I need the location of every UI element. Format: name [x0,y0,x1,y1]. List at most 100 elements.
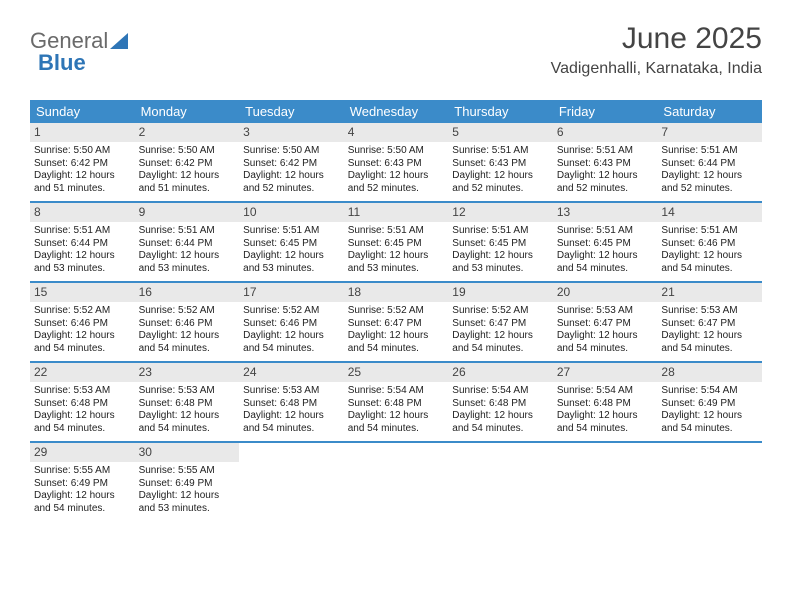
day-number: 19 [448,283,553,302]
daylight-text: Daylight: 12 hours [661,170,758,183]
day-number: 15 [30,283,135,302]
day-cell: 5Sunrise: 5:51 AMSunset: 6:43 PMDaylight… [448,123,553,201]
daylight-text: Daylight: 12 hours [452,410,549,423]
sunset-text: Sunset: 6:46 PM [139,318,236,331]
sunset-text: Sunset: 6:47 PM [348,318,445,331]
day-header: Sunday [30,100,135,123]
sunrise-text: Sunrise: 5:51 AM [557,145,654,158]
day-number: 6 [553,123,658,142]
day-cell: 10Sunrise: 5:51 AMSunset: 6:45 PMDayligh… [239,203,344,281]
day-number: 23 [135,363,240,382]
sunrise-text: Sunrise: 5:52 AM [34,305,131,318]
sunset-text: Sunset: 6:42 PM [139,158,236,171]
daylight-text: and 51 minutes. [34,183,131,196]
sunset-text: Sunset: 6:43 PM [557,158,654,171]
day-header: Wednesday [344,100,449,123]
day-header: Thursday [448,100,553,123]
daylight-text: and 54 minutes. [661,343,758,356]
sunrise-text: Sunrise: 5:51 AM [557,225,654,238]
day-number: 21 [657,283,762,302]
day-number: 11 [344,203,449,222]
daylight-text: Daylight: 12 hours [243,410,340,423]
week-row: 8Sunrise: 5:51 AMSunset: 6:44 PMDaylight… [30,203,762,283]
daylight-text: and 52 minutes. [243,183,340,196]
sunset-text: Sunset: 6:48 PM [348,398,445,411]
daylight-text: Daylight: 12 hours [243,330,340,343]
sunset-text: Sunset: 6:49 PM [661,398,758,411]
page-title: June 2025 [551,22,762,56]
day-number: 28 [657,363,762,382]
day-cell: 7Sunrise: 5:51 AMSunset: 6:44 PMDaylight… [657,123,762,201]
day-header: Saturday [657,100,762,123]
daylight-text: Daylight: 12 hours [348,410,445,423]
daylight-text: and 54 minutes. [557,263,654,276]
day-cell: 27Sunrise: 5:54 AMSunset: 6:48 PMDayligh… [553,363,658,441]
sunset-text: Sunset: 6:46 PM [34,318,131,331]
day-cell: 1Sunrise: 5:50 AMSunset: 6:42 PMDaylight… [30,123,135,201]
sunset-text: Sunset: 6:43 PM [452,158,549,171]
daylight-text: and 54 minutes. [243,423,340,436]
daylight-text: and 52 minutes. [452,183,549,196]
day-cell: 20Sunrise: 5:53 AMSunset: 6:47 PMDayligh… [553,283,658,361]
day-number: 2 [135,123,240,142]
daylight-text: and 52 minutes. [348,183,445,196]
day-header: Friday [553,100,658,123]
daylight-text: Daylight: 12 hours [661,330,758,343]
empty-cell [553,443,658,521]
daylight-text: and 54 minutes. [139,423,236,436]
sunrise-text: Sunrise: 5:55 AM [34,465,131,478]
sunset-text: Sunset: 6:44 PM [34,238,131,251]
sunset-text: Sunset: 6:47 PM [661,318,758,331]
week-row: 15Sunrise: 5:52 AMSunset: 6:46 PMDayligh… [30,283,762,363]
daylight-text: Daylight: 12 hours [348,330,445,343]
sunset-text: Sunset: 6:48 PM [243,398,340,411]
day-cell: 16Sunrise: 5:52 AMSunset: 6:46 PMDayligh… [135,283,240,361]
day-cell: 23Sunrise: 5:53 AMSunset: 6:48 PMDayligh… [135,363,240,441]
day-number: 14 [657,203,762,222]
day-cell: 21 Sunrise: 5:53 AMSunset: 6:47 PMDayligh… [657,283,762,361]
daylight-text: and 53 minutes. [139,503,236,516]
sunrise-text: Sunrise: 5:53 AM [34,385,131,398]
day-cell: 24Sunrise: 5:53 AMSunset: 6:48 PMDayligh… [239,363,344,441]
day-header: Monday [135,100,240,123]
day-number: 7 [657,123,762,142]
day-number: 27 [553,363,658,382]
daylight-text: Daylight: 12 hours [557,330,654,343]
day-number: 3 [239,123,344,142]
week-row: 22Sunrise: 5:53 AMSunset: 6:48 PMDayligh… [30,363,762,443]
day-cell: 4Sunrise: 5:50 AMSunset: 6:43 PMDaylight… [344,123,449,201]
header: June 2025 Vadigenhalli, Karnataka, India [551,22,762,78]
daylight-text: and 54 minutes. [452,343,549,356]
sunset-text: Sunset: 6:45 PM [348,238,445,251]
sunrise-text: Sunrise: 5:50 AM [34,145,131,158]
daylight-text: and 53 minutes. [452,263,549,276]
daylight-text: Daylight: 12 hours [661,410,758,423]
day-number: 18 [344,283,449,302]
day-number: 9 [135,203,240,222]
sunrise-text: Sunrise: 5:55 AM [139,465,236,478]
day-cell: 3Sunrise: 5:50 AMSunset: 6:42 PMDaylight… [239,123,344,201]
day-cell: 15Sunrise: 5:52 AMSunset: 6:46 PMDayligh… [30,283,135,361]
sunset-text: Sunset: 6:48 PM [557,398,654,411]
sunrise-text: Sunrise: 5:53 AM [557,305,654,318]
sunrise-text: Sunrise: 5:54 AM [452,385,549,398]
sunrise-text: Sunrise: 5:51 AM [34,225,131,238]
sunrise-text: Sunrise: 5:53 AM [661,305,758,318]
sunrise-text: Sunrise: 5:52 AM [243,305,340,318]
sunrise-text: Sunrise: 5:50 AM [348,145,445,158]
daylight-text: and 51 minutes. [139,183,236,196]
daylight-text: Daylight: 12 hours [34,170,131,183]
sunrise-text: Sunrise: 5:51 AM [139,225,236,238]
day-number: 22 [30,363,135,382]
weeks-container: 1Sunrise: 5:50 AMSunset: 6:42 PMDaylight… [30,123,762,521]
calendar: Sunday Monday Tuesday Wednesday Thursday… [30,100,762,521]
day-number: 13 [553,203,658,222]
sunrise-text: Sunrise: 5:52 AM [452,305,549,318]
daylight-text: Daylight: 12 hours [452,250,549,263]
daylight-text: Daylight: 12 hours [452,170,549,183]
sunrise-text: Sunrise: 5:52 AM [348,305,445,318]
day-number: 12 [448,203,553,222]
daylight-text: Daylight: 12 hours [34,410,131,423]
sunset-text: Sunset: 6:46 PM [661,238,758,251]
empty-cell [448,443,553,521]
